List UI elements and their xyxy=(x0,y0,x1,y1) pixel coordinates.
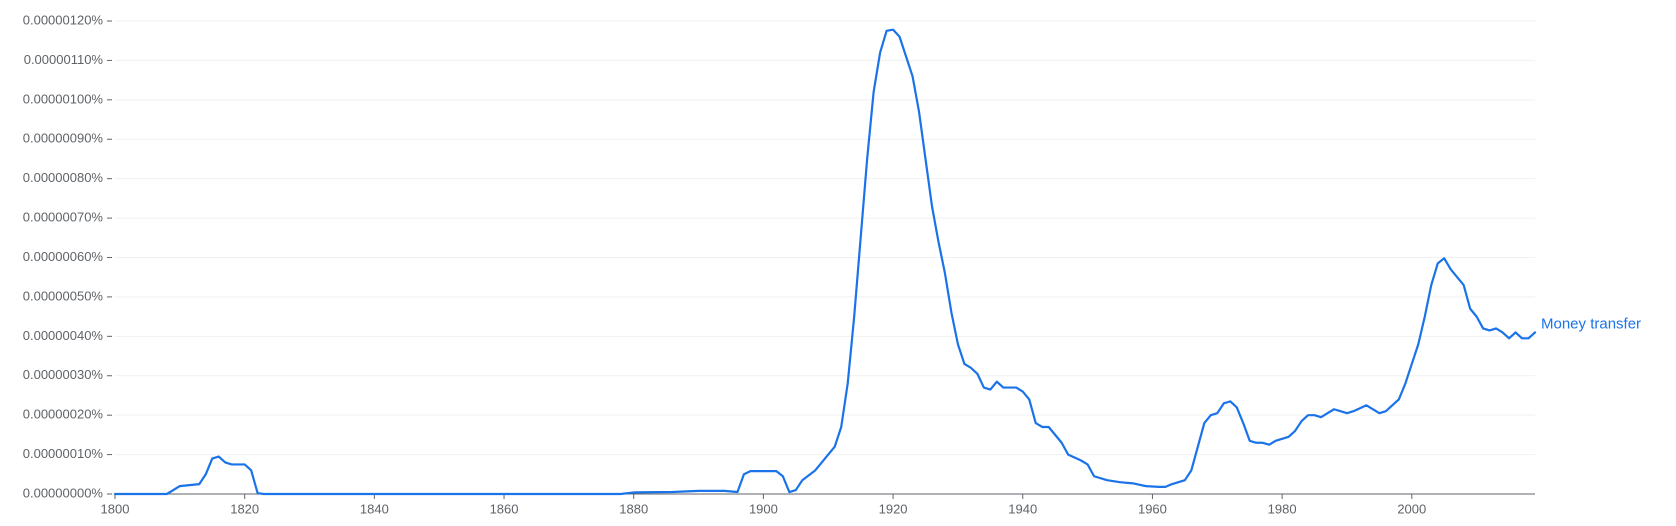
x-tick-label: 1860 xyxy=(490,501,519,516)
x-tick-label: 1940 xyxy=(1008,501,1037,516)
y-tick-label: 0.00000100% xyxy=(23,91,104,106)
series-line xyxy=(113,28,1537,496)
y-tick-label: 0.00000070% xyxy=(23,210,104,225)
y-tick-label: 0.00000010% xyxy=(23,446,104,461)
x-tick-label: 1820 xyxy=(230,501,259,516)
series-label: Money transfer xyxy=(1541,315,1641,332)
y-tick-label: 0.00000000% xyxy=(23,485,104,500)
y-tick-label: 0.00000120% xyxy=(23,12,104,27)
x-tick-label: 2000 xyxy=(1397,501,1426,516)
x-tick-label: 1920 xyxy=(879,501,908,516)
y-tick-label: 0.00000110% xyxy=(24,52,104,67)
y-tick-label: 0.00000020% xyxy=(23,407,104,422)
x-tick-label: 1900 xyxy=(749,501,778,516)
y-tick-label: 0.00000040% xyxy=(23,328,104,343)
y-tick-label: 0.00000080% xyxy=(23,170,104,185)
y-tick-label: 0.00000050% xyxy=(23,288,104,303)
y-tick-label: 0.00000090% xyxy=(23,131,104,146)
y-tick-label: 0.00000060% xyxy=(23,249,104,264)
x-tick-label: 1980 xyxy=(1268,501,1297,516)
x-tick-label: 1960 xyxy=(1138,501,1167,516)
y-tick-label: 0.00000030% xyxy=(23,367,104,382)
x-tick-label: 1880 xyxy=(619,501,648,516)
x-tick-label: 1840 xyxy=(360,501,389,516)
x-tick-label: 1800 xyxy=(101,501,130,516)
